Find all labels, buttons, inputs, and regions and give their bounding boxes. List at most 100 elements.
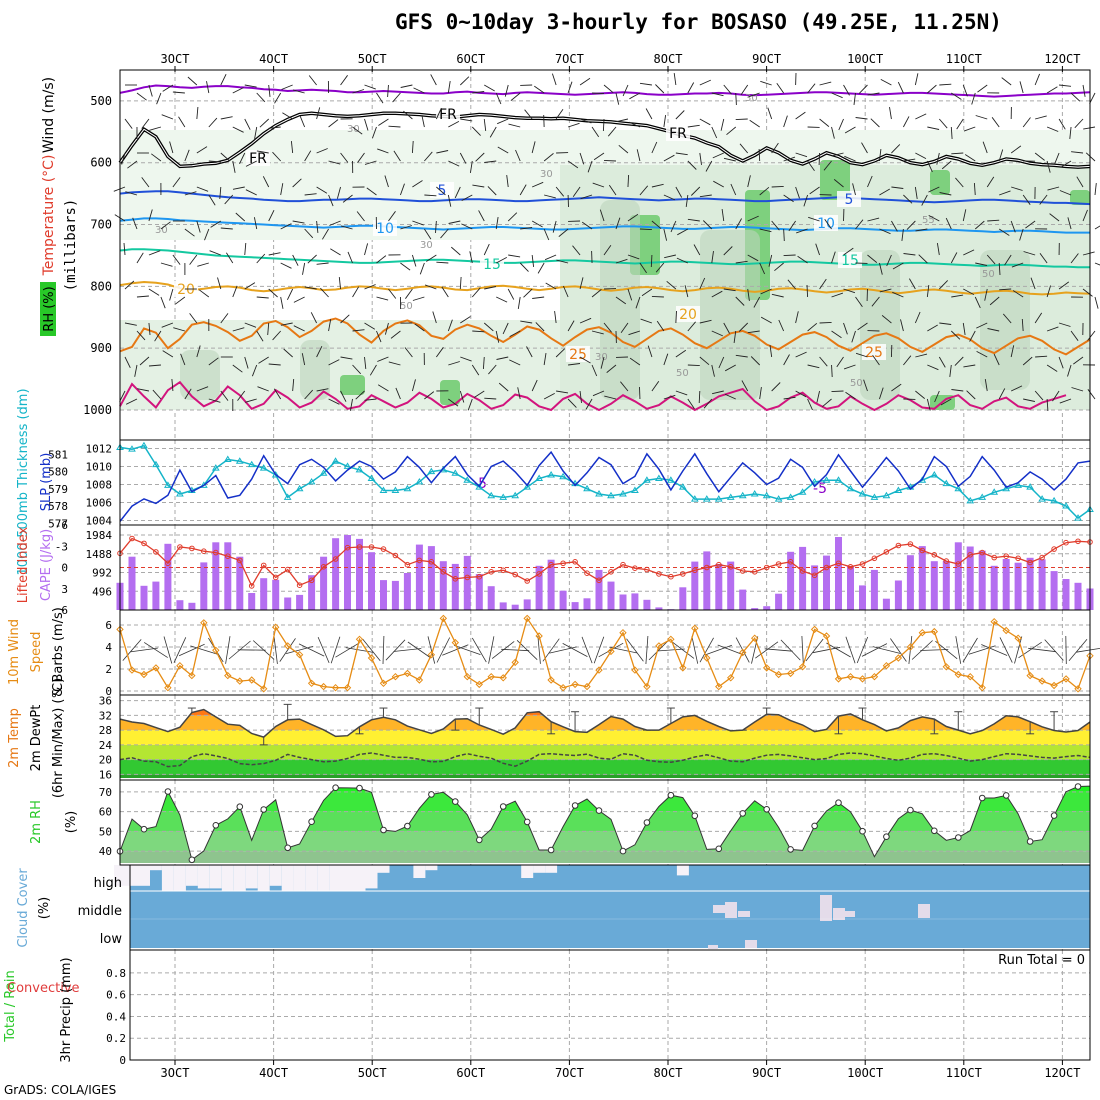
wind-barb: [507, 212, 518, 222]
wind-barb: [879, 288, 892, 293]
wind-barb: [254, 126, 258, 139]
rh-point: [332, 784, 339, 792]
wind-barb: [349, 398, 353, 411]
wind-point: [1002, 626, 1010, 635]
isohume-label: 50: [400, 301, 413, 312]
rh-point: [164, 788, 172, 795]
wind-barb: [592, 182, 605, 188]
wind-barb: [750, 356, 761, 366]
wind-point: [954, 670, 962, 679]
cape-bar: [403, 573, 411, 610]
li-point: [548, 561, 554, 568]
series-2m-temp: [119, 708, 1091, 738]
wind-barb: [404, 347, 413, 358]
surface-wind-barb: [491, 641, 515, 659]
wind-barb: [316, 262, 329, 265]
wind-barb: [891, 220, 898, 232]
wind-barb: [336, 186, 341, 199]
wind-point: [583, 682, 591, 691]
wind-barb: [232, 126, 244, 133]
wind-barb: [699, 152, 702, 165]
wind-barb: [208, 117, 218, 128]
wind-barb: [914, 73, 919, 86]
wind-barb: [749, 119, 760, 128]
cloud-high-clear: [161, 865, 174, 891]
li-point: [464, 574, 471, 581]
wind-tick: 4: [105, 641, 112, 654]
wind-barb: [603, 159, 617, 162]
wind-barb: [567, 320, 575, 332]
surface-wind-barb: [178, 643, 205, 657]
wind-barb: [591, 289, 602, 298]
wind-barb: [220, 227, 233, 230]
wind-barb: [387, 84, 389, 98]
wind-barb: [253, 217, 258, 230]
thickness-point: [319, 469, 328, 476]
li-point: [213, 549, 219, 556]
wind-barb: [1070, 253, 1079, 264]
wind-barb: [771, 382, 781, 392]
wind-barb: [987, 328, 1000, 332]
wind-barb: [377, 148, 389, 154]
li-point: [823, 564, 830, 571]
temp-tick: 24: [99, 739, 113, 752]
wind-barb: [878, 149, 882, 162]
li-point: [1027, 559, 1033, 566]
wind-barb: [600, 356, 605, 369]
wind-barb: [1074, 118, 1084, 129]
li-point: [141, 540, 147, 547]
thickness-point: [762, 491, 771, 499]
surface-wind-barb: [872, 646, 901, 654]
rh-point: [452, 798, 459, 805]
wind-barb: [1071, 151, 1084, 154]
wind-barb: [245, 160, 257, 167]
cloud-high-clear: [533, 865, 546, 873]
wind-barb: [124, 118, 133, 129]
wind-barb: [711, 92, 724, 97]
wind-barb: [936, 152, 940, 165]
rh-point: [212, 822, 220, 829]
wind-point: [834, 675, 843, 683]
wind-barb: [909, 278, 916, 290]
wind-barb: [723, 246, 733, 256]
wind-barb: [567, 398, 577, 408]
li-point: [177, 544, 183, 550]
wind-point: [415, 676, 424, 684]
wind-barb: [517, 296, 521, 309]
wind-barb: [666, 280, 677, 290]
wind-barb: [1082, 209, 1088, 222]
li-point: [296, 582, 303, 589]
li-point: [680, 571, 686, 577]
wind-barb: [730, 183, 737, 196]
li-point: [859, 561, 866, 567]
surface-wind-barb: [911, 640, 933, 660]
wind-barb: [451, 246, 461, 256]
li-point: [847, 564, 854, 570]
surface-wind-barb: [890, 638, 907, 662]
li-point: [404, 561, 411, 568]
wind-barb: [340, 152, 349, 163]
wind-barb: [1010, 220, 1016, 233]
li-point: [201, 548, 207, 555]
wind-barb: [635, 296, 641, 309]
wind-barb: [822, 398, 832, 408]
temp-contour-label: 20: [177, 282, 195, 298]
li-point: [775, 561, 782, 567]
wind-barb: [495, 217, 499, 230]
wind-barb: [615, 258, 628, 264]
wind-barb: [413, 87, 425, 94]
wind-point: [595, 666, 603, 674]
li-point: [787, 559, 794, 565]
surface-wind-barb: [427, 636, 436, 664]
thickness-tick: 578: [48, 500, 68, 513]
rh-band: [120, 811, 1090, 832]
wind-barb: [424, 284, 437, 290]
wind-barb: [998, 149, 1004, 162]
wind-barb: [220, 74, 227, 86]
wind-barb: [1001, 77, 1012, 86]
wind-barb: [472, 91, 485, 94]
wind-point: [475, 680, 483, 689]
wind-barb: [206, 81, 210, 94]
wind-barb: [459, 276, 462, 290]
cloud-high-clear: [185, 865, 198, 886]
